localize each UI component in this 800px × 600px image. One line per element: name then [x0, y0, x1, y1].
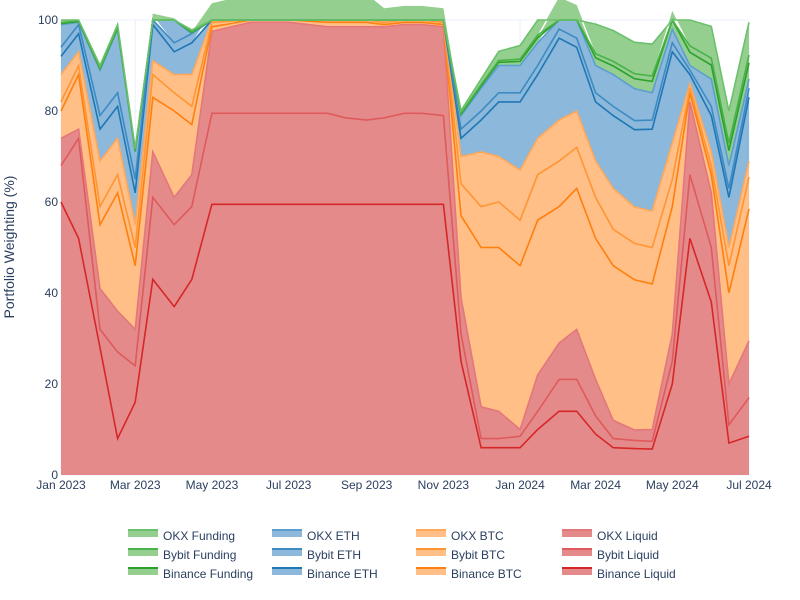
x-tick-label: Jan 2023: [36, 478, 86, 492]
x-tick-label: Mar 2023: [110, 478, 161, 492]
y-axis-ticks: 0 20 40 60 80 100: [38, 13, 58, 482]
line-okx-funding: [61, 19, 750, 149]
legend-label: Bybit BTC: [451, 548, 505, 562]
y-axis-title: Portfolio Weighting (%): [1, 176, 17, 319]
legend-item-bybit-liquid[interactable]: Bybit Liquid: [562, 548, 659, 562]
legend-swatch: [128, 568, 158, 575]
legend-swatch: [562, 530, 592, 537]
line-bybit-liquid: [60, 112, 750, 443]
legend-swatch: [272, 530, 302, 537]
legend-item-binance-funding[interactable]: Binance Funding: [128, 567, 253, 581]
legend-item-okx-liquid[interactable]: OKX Liquid: [562, 529, 658, 543]
legend-label: OKX Funding: [163, 529, 235, 543]
y-tick-label: 40: [45, 286, 59, 300]
legend-item-bybit-btc[interactable]: Bybit BTC: [416, 548, 505, 562]
y-tick-label: 60: [45, 195, 59, 209]
x-tick-label: Jul 2023: [266, 478, 312, 492]
legend-label: Bybit Funding: [163, 548, 236, 562]
x-tick-label: Jan 2024: [495, 478, 545, 492]
legend-item-okx-eth[interactable]: OKX ETH: [272, 529, 360, 543]
x-tick-label: Sep 2023: [341, 478, 393, 492]
legend-label: Binance ETH: [307, 567, 378, 581]
x-tick-label: May 2024: [646, 478, 699, 492]
legend-label: OKX BTC: [451, 529, 504, 543]
legend-label: Binance BTC: [451, 567, 522, 581]
legend-swatch: [128, 549, 158, 556]
area-binance-liquid[interactable]: [61, 202, 749, 475]
line-okx-liquid: [60, 21, 750, 431]
legend-swatch: [416, 549, 446, 556]
legend-item-bybit-funding[interactable]: Bybit Funding: [128, 548, 236, 562]
legend-swatch: [562, 568, 592, 575]
legend-item-okx-btc[interactable]: OKX BTC: [416, 529, 504, 543]
series-areas[interactable]: [61, 0, 749, 475]
area-binance-eth[interactable]: [61, 8, 749, 248]
legend-label: OKX Liquid: [597, 529, 658, 543]
legend-item-binance-liquid[interactable]: Binance Liquid: [562, 567, 676, 581]
x-tick-label: Mar 2024: [570, 478, 621, 492]
legend-label: Bybit Liquid: [597, 548, 659, 562]
y-tick-label: 100: [38, 13, 58, 27]
legend-swatch: [272, 549, 302, 556]
area-okx-eth[interactable]: [61, 0, 749, 189]
line-bybit-btc: [60, 19, 750, 266]
area-bybit-liquid[interactable]: [61, 113, 749, 450]
legend-label: Binance Funding: [163, 567, 253, 581]
area-binance-btc[interactable]: [61, 20, 749, 430]
line-binance-liquid: [60, 201, 750, 450]
legend-swatch: [128, 530, 158, 537]
legend-swatch: [272, 568, 302, 575]
y-tick-label: 20: [45, 377, 59, 391]
legend[interactable]: OKX Funding OKX ETH OKX BTC OKX Liquid Bybit…: [128, 529, 676, 581]
legend-item-binance-eth[interactable]: Binance ETH: [272, 567, 378, 581]
x-tick-label: Jul 2024: [726, 478, 772, 492]
legend-swatch: [416, 530, 446, 537]
area-okx-liquid[interactable]: [61, 22, 749, 442]
x-tick-label: May 2023: [186, 478, 239, 492]
y-tick-label: 80: [45, 104, 59, 118]
x-tick-label: Nov 2023: [418, 478, 470, 492]
y-tick-label: 0: [51, 468, 58, 482]
legend-label: OKX ETH: [307, 529, 360, 543]
legend-item-okx-funding[interactable]: OKX Funding: [128, 529, 235, 543]
series-lines: [60, 17, 750, 450]
legend-item-bybit-eth[interactable]: Bybit ETH: [272, 548, 361, 562]
legend-label: Bybit ETH: [307, 548, 361, 562]
legend-item-binance-btc[interactable]: Binance BTC: [416, 567, 522, 581]
legend-swatch: [562, 549, 592, 556]
legend-swatch: [416, 568, 446, 575]
x-axis-ticks: Jan 2023 Mar 2023 May 2023 Jul 2023 Sep 2023…: [36, 478, 772, 492]
legend-label: Binance Liquid: [597, 567, 676, 581]
line-binance-btc: [60, 19, 750, 294]
